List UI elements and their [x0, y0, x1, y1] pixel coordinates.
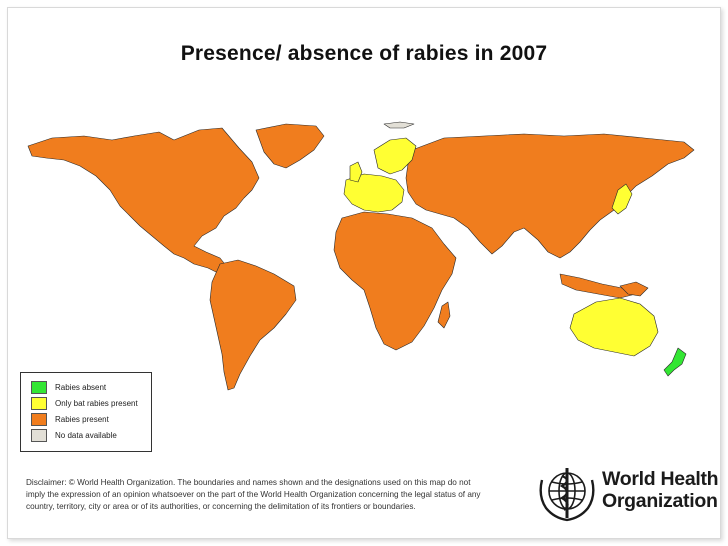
legend-swatch [31, 397, 47, 410]
disclaimer-line: country, territory, city or area or of i… [26, 502, 416, 511]
region-no-data [383, 121, 415, 129]
organization-name-line: Organization [602, 490, 718, 512]
legend-swatch [31, 381, 47, 394]
region-south-america [209, 259, 297, 391]
legend-label: Only bat rabies present [55, 399, 138, 408]
legend-swatch [31, 429, 47, 442]
who-logo: World Health Organization [536, 462, 720, 524]
disclaimer-text: Disclaimer: © World Health Organization.… [26, 477, 526, 513]
who-emblem-icon [539, 468, 595, 522]
disclaimer-line: Disclaimer: © World Health Organization.… [26, 478, 471, 487]
legend-swatch [31, 413, 47, 426]
region-madagascar [437, 301, 451, 329]
region-greenland [255, 123, 325, 169]
region-britain [349, 161, 363, 183]
region-new-zealand [663, 347, 687, 377]
legend-item: No data available [31, 429, 117, 442]
region-asia [405, 133, 695, 259]
region-new-guinea [619, 281, 649, 297]
legend-label: No data available [55, 431, 117, 440]
region-western-europe [343, 173, 405, 213]
region-africa [333, 211, 457, 351]
legend-item: Rabies present [31, 413, 109, 426]
legend-label: Rabies present [55, 415, 109, 424]
region-scandinavia [373, 137, 417, 175]
disclaimer-line: imply the expression of an opinion whats… [26, 490, 481, 499]
legend-label: Rabies absent [55, 383, 107, 392]
organization-name: World Health Organization [602, 468, 719, 512]
legend-item: Only bat rabies present [31, 397, 138, 410]
map-title: Presence/ absence of rabies in 2007 [180, 42, 548, 65]
region-australia [569, 297, 659, 357]
world-map [27, 121, 695, 391]
organization-name-line: World Health [602, 468, 719, 490]
region-north-america [27, 127, 260, 275]
legend-item: Rabies absent [31, 381, 106, 394]
region-japan [611, 183, 633, 215]
map-legend: Rabies absent Only bat rabies present Ra… [20, 372, 152, 452]
region-indonesia [559, 273, 637, 299]
